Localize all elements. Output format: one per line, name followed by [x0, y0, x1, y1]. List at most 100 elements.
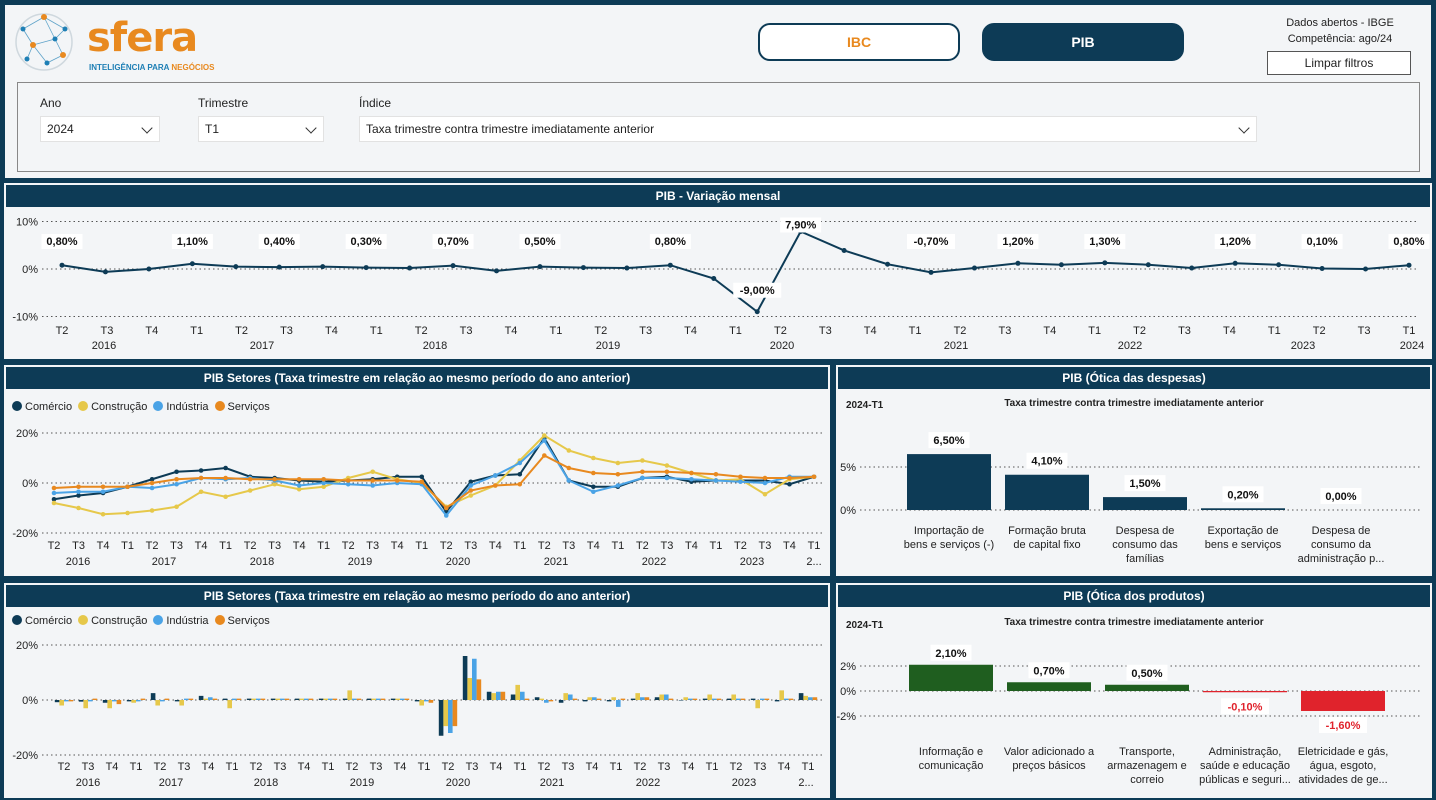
series-point	[615, 471, 621, 477]
data-label-bg	[345, 234, 387, 249]
series-point	[615, 460, 621, 466]
x-tick-label: T4	[778, 761, 791, 773]
sector-bar-0	[438, 700, 444, 736]
legend-item[interactable]: Serviços	[214, 615, 270, 627]
year-label: 2023	[1291, 340, 1315, 352]
series-point	[198, 475, 204, 481]
data-label: 1,10%	[177, 236, 208, 248]
series-point	[542, 433, 547, 438]
sector-bar-2	[424, 700, 429, 702]
ibc-tab-button[interactable]: IBC	[758, 23, 960, 61]
series-point	[443, 513, 449, 518]
category-label: bens e serviços	[1205, 539, 1282, 551]
series-point	[149, 508, 155, 513]
x-tick-label: T2	[774, 325, 787, 337]
legend-item[interactable]: Comércio	[12, 615, 72, 627]
data-label: 0,80%	[1393, 236, 1424, 248]
sector-bar-1	[563, 693, 568, 700]
logo-tagline-a: INTELIGÊNCIA PARA	[89, 63, 172, 72]
sector-bar-3	[524, 698, 530, 700]
legend-label: Comércio	[25, 401, 73, 413]
category-label: Informação e	[919, 746, 983, 758]
x-tick-label: T4	[685, 540, 698, 552]
sector-bar-1	[587, 697, 592, 700]
x-tick-label: T3	[280, 325, 293, 337]
series-point	[149, 485, 155, 491]
sector-bar-0	[342, 698, 348, 700]
sector-bar-2	[544, 700, 549, 703]
legend-item[interactable]: Indústria	[153, 401, 209, 413]
x-tick-label: T1	[513, 540, 526, 552]
sector-bar-0	[54, 700, 60, 703]
series-point	[664, 475, 670, 481]
series-point	[174, 481, 179, 487]
series-point	[713, 471, 719, 477]
legend-item[interactable]: Construção	[78, 401, 147, 413]
series-point	[100, 489, 106, 495]
series-point	[738, 479, 743, 485]
series-point	[517, 460, 523, 466]
indice-value: Taxa trimestre contra trimestre imediata…	[366, 122, 655, 136]
sector-bar-3	[212, 698, 218, 700]
series-point	[787, 481, 792, 487]
sector-bar-2	[376, 698, 381, 700]
series-point	[419, 474, 425, 480]
legend-item[interactable]: Indústria	[153, 615, 209, 627]
sector-bar-2	[400, 698, 405, 700]
legend-item[interactable]: Comércio	[12, 401, 72, 413]
year-label: 2022	[1118, 340, 1142, 352]
indice-select[interactable]: Taxa trimestre contra trimestre imediata…	[359, 116, 1257, 142]
x-tick-label: T2	[58, 761, 71, 773]
trimestre-select[interactable]: T1	[198, 116, 324, 142]
data-label-bg	[733, 282, 782, 298]
x-tick-label: T3	[268, 540, 281, 552]
pib-tab-button[interactable]: PIB	[982, 23, 1184, 61]
x-tick-label: T2	[415, 325, 428, 337]
series-point	[149, 476, 155, 482]
legend-item[interactable]: Serviços	[214, 401, 270, 413]
sector-bar-1	[539, 698, 544, 700]
data-label-bg	[907, 234, 956, 249]
series-point	[223, 465, 228, 471]
x-tick-label: T3	[1178, 325, 1191, 337]
series-point	[640, 475, 645, 481]
series-line-3	[53, 454, 815, 510]
legend-item[interactable]: Construção	[78, 615, 147, 627]
year-label: 2020	[446, 556, 470, 568]
sector-bar-1	[251, 698, 256, 700]
legend-dot-icon	[78, 401, 89, 411]
products-chart: 2% 0% -2% 2,10% Informação e comunicação 0,70%…	[836, 644, 1422, 786]
x-tick-label: T3	[754, 761, 767, 773]
x-tick-label: T4	[1043, 325, 1056, 337]
data-label: 0,50%	[1131, 668, 1162, 680]
data-label: 7,90%	[785, 219, 816, 231]
series-point	[51, 485, 57, 491]
data-label-bg	[171, 234, 213, 249]
sector-bar-3	[356, 698, 362, 700]
year-label: 2017	[159, 777, 183, 789]
sector-bar-0	[414, 700, 420, 702]
data-label-bg	[432, 234, 474, 249]
x-tick-label: T2	[442, 761, 455, 773]
indice-label: Índice	[359, 96, 392, 110]
sector-bar-0	[102, 700, 108, 703]
clear-filters-button[interactable]: Limpar filtros	[1267, 51, 1411, 75]
data-label-bg	[930, 644, 972, 661]
x-tick-label: T3	[460, 325, 473, 337]
x-tick-label: T2	[1133, 325, 1146, 337]
logo-tagline-b: NEGÓCIOS	[171, 63, 215, 72]
sector-bar-0	[558, 700, 564, 703]
ano-select[interactable]: 2024	[40, 116, 160, 142]
category-label: correio	[1130, 774, 1164, 786]
sector-bar-2	[640, 697, 645, 700]
pib-point	[494, 268, 500, 274]
trimestre-value: T1	[205, 122, 220, 136]
logo-tagline: INTELIGÊNCIA PARA NEGÓCIOS	[89, 63, 215, 72]
sector-bar-2	[736, 698, 741, 700]
y-tick-label: 0%	[22, 264, 38, 276]
sfera-logo: sfera INTELIGÊNCIA PARA NEGÓCIOS	[11, 9, 221, 75]
sector-bar-3	[236, 698, 242, 700]
data-label-bg	[1320, 488, 1362, 504]
x-tick-label: T2	[244, 540, 257, 552]
sector-bar-3	[572, 698, 578, 700]
